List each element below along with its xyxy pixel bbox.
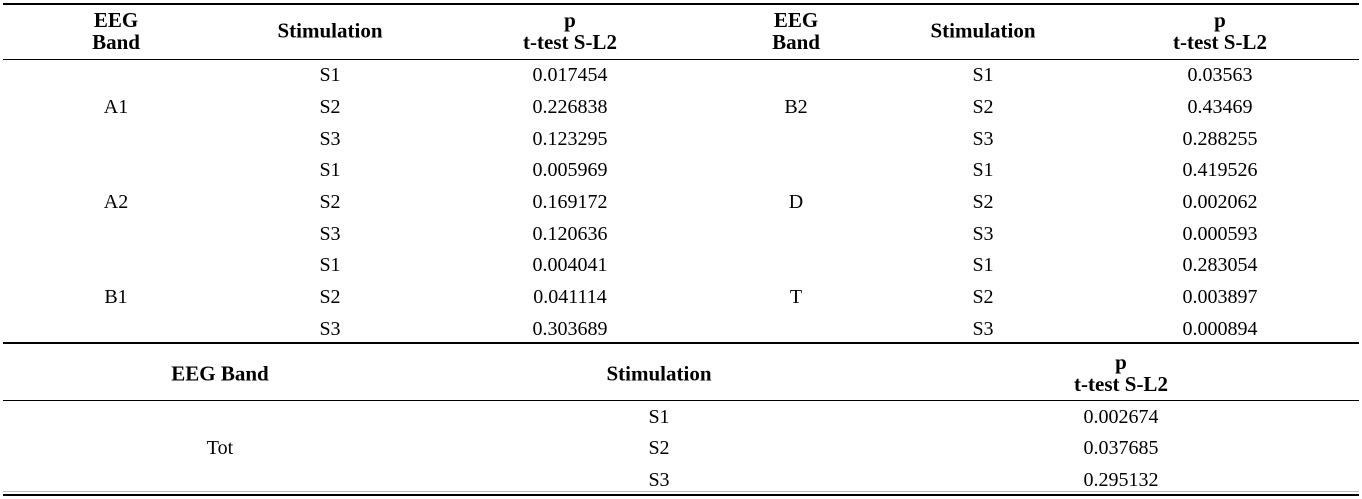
stim-cell: S3 [319,128,341,150]
stim-cell: S2 [972,96,994,118]
p-value-cell: 0.123295 [532,128,608,150]
band-label: A1 [103,96,129,118]
p-value-cell: 0.120636 [532,223,608,245]
p-value-cell: 0.004041 [532,254,608,276]
p-value-cell: 0.169172 [532,191,608,213]
p-value-cell: 0.43469 [1187,96,1253,118]
stim-cell: S1 [972,159,994,181]
stim-cell: S2 [648,437,670,459]
stim-cell: S3 [972,128,994,150]
stim-cell: S1 [319,159,341,181]
p-value-cell: 0.002062 [1182,191,1258,213]
p-value-cell: 0.283054 [1182,254,1258,276]
band-label: B1 [104,286,128,308]
left-header-p: p t-test S-L2 [523,8,617,54]
stim-cell: S1 [972,64,994,86]
band-label: T [789,286,803,308]
p-value-cell: 0.288255 [1182,128,1258,150]
band-label: Tot [206,437,234,459]
stim-cell: S3 [972,223,994,245]
bottom-table-header-rule [3,400,1359,401]
p-value-cell: 0.295132 [1083,469,1159,491]
right-header-p: p t-test S-L2 [1173,8,1267,54]
top-table-top-rule [3,3,1359,5]
stim-cell: S2 [972,286,994,308]
stim-cell: S2 [319,96,341,118]
p-value-cell: 0.03563 [1187,64,1253,86]
p-value-cell: 0.041114 [533,286,607,308]
bottom-header-p: p t-test S-L2 [1074,350,1168,396]
stim-cell: S3 [319,318,341,340]
top-table-bottom-rule [3,342,1359,344]
band-label: A2 [103,191,129,213]
stim-cell: S2 [319,191,341,213]
bottom-table-light-rule [3,491,1359,492]
stim-cell: S1 [972,254,994,276]
top-table-header-rule [3,59,1359,60]
stim-cell: S2 [319,286,341,308]
p-value-cell: 0.002674 [1083,406,1159,428]
p-value-cell: 0.000894 [1182,318,1258,340]
stim-cell: S1 [319,254,341,276]
right-header-eeg-band: EEG Band [772,8,820,54]
band-label: D [788,191,804,213]
left-header-stimulation: Stimulation [277,18,383,43]
bottom-table-bottom-rule [3,494,1359,496]
bottom-header-stimulation: Stimulation [606,361,712,386]
p-value-cell: 0.017454 [532,64,608,86]
stim-cell: S1 [648,406,670,428]
p-value-cell: 0.005969 [532,159,608,181]
right-header-stimulation: Stimulation [930,18,1036,43]
p-value-cell: 0.003897 [1182,286,1258,308]
p-value-cell: 0.000593 [1182,223,1258,245]
stim-cell: S3 [648,469,670,491]
p-value-cell: 0.419526 [1182,159,1258,181]
stim-cell: S3 [972,318,994,340]
stim-cell: S1 [319,64,341,86]
band-label: B2 [784,96,808,118]
left-header-eeg-band: EEG Band [92,8,140,54]
stim-cell: S3 [319,223,341,245]
p-value-cell: 0.037685 [1083,437,1159,459]
bottom-header-eeg-band: EEG Band [171,361,269,386]
stim-cell: S2 [972,191,994,213]
p-value-cell: 0.226838 [532,96,608,118]
p-value-cell: 0.303689 [532,318,608,340]
